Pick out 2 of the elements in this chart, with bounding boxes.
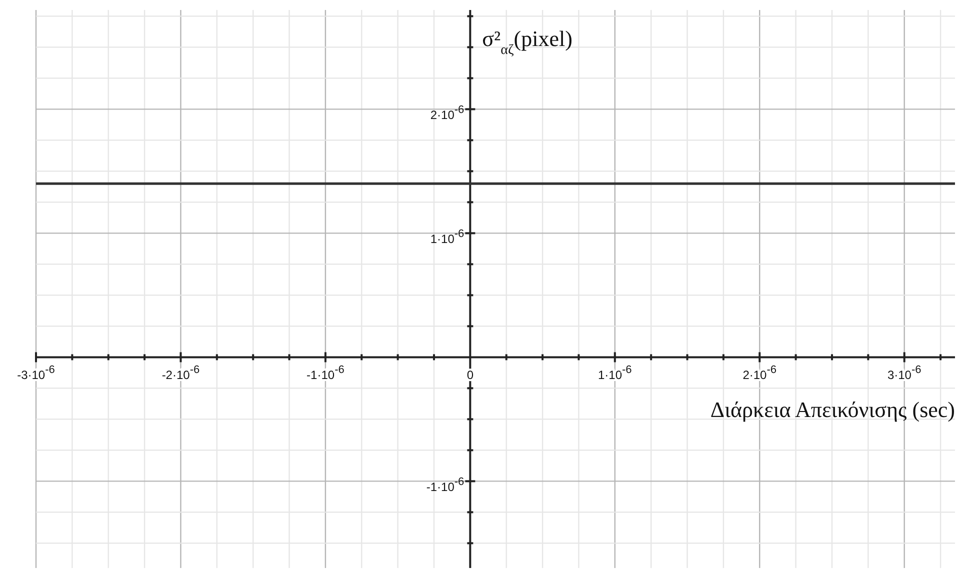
x-axis-title: Διάρκεια Απεικόνισης (sec) bbox=[710, 397, 955, 422]
y-axis-title: σ²$_{αζ}$(pixel) bbox=[482, 26, 572, 58]
